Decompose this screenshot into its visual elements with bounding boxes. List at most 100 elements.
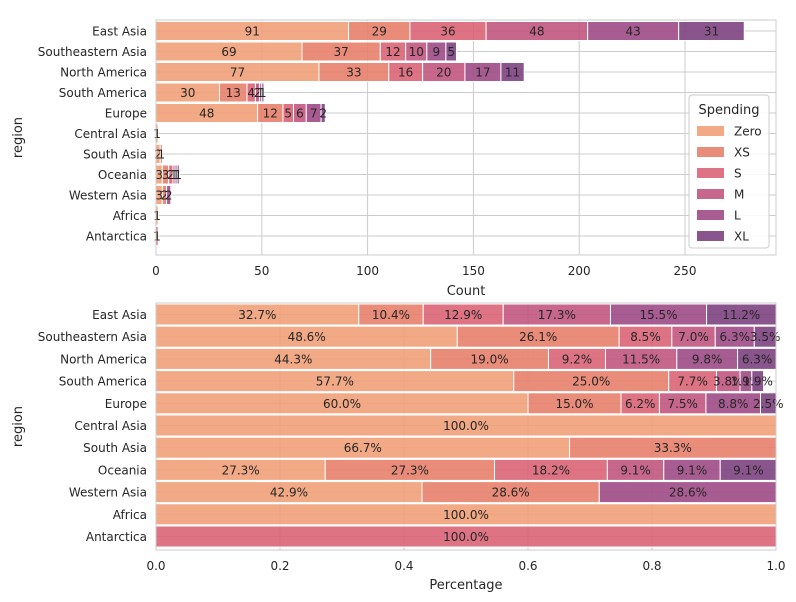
bar-western-asia-l xyxy=(598,481,778,504)
x-tick-label: 0.2 xyxy=(270,559,289,573)
bar-label: 48 xyxy=(529,25,544,39)
bar-label: 12 xyxy=(385,45,400,59)
bar-label: 43 xyxy=(626,25,641,39)
bar-label: 1 xyxy=(153,127,161,141)
y-tick-label: South America xyxy=(59,86,147,100)
bar-label: 9.8% xyxy=(692,352,723,366)
y-tick-label: Central Asia xyxy=(74,419,147,433)
percentage-chart: 32.7% 10.4% 12.9% 17.3% 15.5% 11.2% 48.6% 26.1%… xyxy=(11,302,786,593)
bar-label: 6 xyxy=(296,107,304,121)
legend-label-zero: Zero xyxy=(734,125,762,139)
bar-label: 37 xyxy=(334,45,349,59)
bar-south-america-xl xyxy=(751,370,765,393)
bar-label: 7.0% xyxy=(678,330,709,344)
bar-label: 26.1% xyxy=(519,330,557,344)
y-tick-label: North America xyxy=(60,352,147,366)
y-tick-label: South America xyxy=(59,375,147,389)
legend-swatch-l xyxy=(697,210,724,220)
bar-label: 8.5% xyxy=(630,330,661,344)
bar-label: 18.2% xyxy=(532,463,570,477)
y-tick-label: Africa xyxy=(113,209,147,223)
bar-label: 1 xyxy=(257,86,265,100)
y-axis-label: region xyxy=(11,117,26,158)
bar-label: 44.3% xyxy=(274,352,312,366)
bar-south-america-xl xyxy=(261,82,265,103)
bar-label: 100.0% xyxy=(443,508,489,522)
bar-label: 13 xyxy=(226,86,241,100)
y-tick-label: South Asia xyxy=(83,148,147,162)
bar-europe-xl xyxy=(320,103,326,123)
bar-label: 5 xyxy=(284,107,292,121)
bar-label: 2 xyxy=(165,189,173,203)
bar-label: 31 xyxy=(704,25,719,39)
bar-label: 10.4% xyxy=(372,308,410,322)
bar-label: 1 xyxy=(172,168,180,182)
bar-label: 48 xyxy=(199,107,214,121)
bar-label: 66.7% xyxy=(344,441,382,455)
bar-label: 5 xyxy=(447,45,455,59)
bar-label: 32.7% xyxy=(238,308,276,322)
bar-label: 9.1% xyxy=(677,463,708,477)
bar-label: 3.8% xyxy=(713,375,744,389)
bar-label: 4 xyxy=(247,86,255,100)
bar-label: 48.6% xyxy=(288,330,326,344)
bar-label: 2 xyxy=(154,148,162,162)
y-tick-label: Western Asia xyxy=(69,486,147,500)
bar-label: 19.0% xyxy=(470,352,508,366)
x-tick-label: 1.0 xyxy=(766,559,785,573)
bar-label: 57.7% xyxy=(316,375,354,389)
y-axis-label: region xyxy=(11,406,26,447)
y-tick-label: East Asia xyxy=(92,25,147,39)
x-tick-label: 0.8 xyxy=(642,559,661,573)
legend-label-xl: XL xyxy=(734,230,749,244)
legend-label-m: M xyxy=(734,188,744,202)
bar-label: 27.3% xyxy=(391,463,429,477)
legend-swatch-s xyxy=(697,168,724,178)
bar-label: 6.3% xyxy=(720,330,751,344)
bar-label: 2 xyxy=(254,86,262,100)
x-tick-label: 0.0 xyxy=(146,559,165,573)
bar-label: 2 xyxy=(161,189,169,203)
x-tick-label: 200 xyxy=(568,264,591,278)
x-tick-label: 0.4 xyxy=(394,559,413,573)
bar-label: 27.3% xyxy=(222,463,260,477)
bar-label: 6.3% xyxy=(742,352,773,366)
legend-swatch-zero xyxy=(697,126,724,136)
bar-label: 10 xyxy=(409,45,424,59)
legend-label-xs: XS xyxy=(734,146,750,160)
y-tick-label: Europe xyxy=(105,397,147,411)
legend-swatch-xs xyxy=(697,147,724,157)
bar-oceania-xl xyxy=(176,164,180,185)
bar-north-america-xl xyxy=(737,347,778,370)
bar-label: 2 xyxy=(167,168,175,182)
bar-label: 28.6% xyxy=(492,486,530,500)
legend: Spending Zero XS SML XL xyxy=(688,94,770,249)
bar-label: 7 xyxy=(310,107,318,121)
bar-label: 3 xyxy=(162,168,170,182)
bar-label: 3 xyxy=(155,168,163,182)
bar-label: 69 xyxy=(221,45,236,59)
bar-label: 9 xyxy=(433,45,441,59)
bar-label: 1 xyxy=(174,168,182,182)
bar-label: 15.5% xyxy=(639,308,677,322)
bar-label: 12.9% xyxy=(444,308,482,322)
bar-label: 9.2% xyxy=(562,352,593,366)
y-tick-label: Southeastern Asia xyxy=(38,330,147,344)
bar-south-asia-xs xyxy=(159,144,163,164)
y-tick-label: Oceania xyxy=(98,168,147,182)
bar-label: 1 xyxy=(153,230,161,244)
bar-label: 3.5% xyxy=(750,330,781,344)
y-tick-label: Western Asia xyxy=(69,189,147,203)
bar-label: 16 xyxy=(398,66,413,80)
bar-label: 7.5% xyxy=(667,397,698,411)
legend-label-l: L xyxy=(734,209,741,223)
x-tick-label: 50 xyxy=(254,264,269,278)
x-tick-label: 0 xyxy=(152,264,160,278)
bar-label: 60.0% xyxy=(323,397,361,411)
y-tick-label: East Asia xyxy=(92,308,147,322)
bar-label: 11 xyxy=(505,66,520,80)
bar-label: 77 xyxy=(230,66,245,80)
x-axis-label: Percentage xyxy=(429,578,502,593)
bar-label: 100.0% xyxy=(443,419,489,433)
